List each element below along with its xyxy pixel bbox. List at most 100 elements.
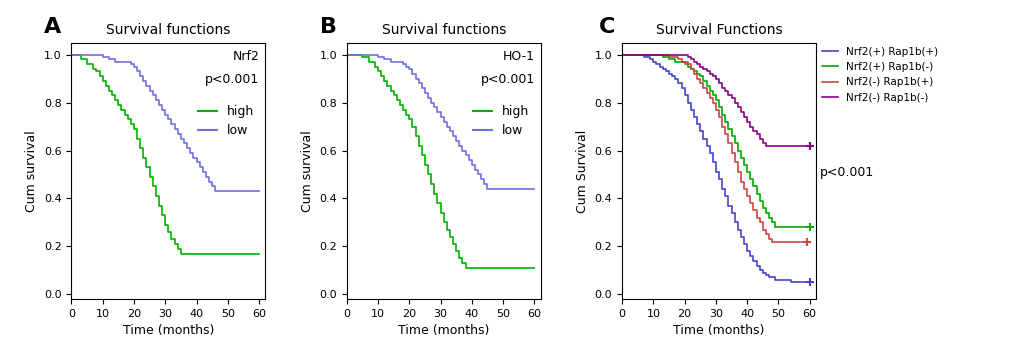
Nrf2(+) Rap1b(-) <box>734 156 746 160</box>
Nrf2(-) Rap1b(-) <box>791 143 803 148</box>
Title: Survival functions: Survival functions <box>381 23 505 37</box>
Nrf2(-) Rap1b(-) <box>744 125 756 129</box>
Nrf2(-) Rap1b(-) <box>781 143 793 148</box>
Text: Nrf2: Nrf2 <box>232 51 259 63</box>
Text: C: C <box>598 17 614 37</box>
Nrf2(-) Rap1b(-) <box>737 115 749 119</box>
Nrf2(+) Rap1b(-) <box>656 55 668 59</box>
Nrf2(-) Rap1b(-) <box>788 143 800 148</box>
Line: Nrf2(-) Rap1b(-): Nrf2(-) Rap1b(-) <box>622 55 809 146</box>
Nrf2(-) Rap1b(+) <box>662 55 675 59</box>
Nrf2(+) Rap1b(+) <box>665 74 678 78</box>
Nrf2(+) Rap1b(+) <box>803 280 815 284</box>
Nrf2(+) Rap1b(+) <box>675 86 687 90</box>
Title: Survival functions: Survival functions <box>106 23 230 37</box>
Nrf2(-) Rap1b(+) <box>777 240 790 244</box>
Nrf2(-) Rap1b(-) <box>703 72 715 76</box>
Nrf2(+) Rap1b(-) <box>777 225 790 229</box>
Nrf2(-) Rap1b(-) <box>762 143 774 148</box>
Nrf2(-) Rap1b(-) <box>797 143 809 148</box>
Nrf2(-) Rap1b(+) <box>737 187 749 191</box>
Nrf2(-) Rap1b(+) <box>744 201 756 205</box>
Nrf2(-) Rap1b(-) <box>768 143 781 148</box>
Nrf2(+) Rap1b(-) <box>712 105 725 110</box>
Nrf2(+) Rap1b(-) <box>762 215 774 220</box>
Nrf2(+) Rap1b(-) <box>718 120 731 124</box>
Nrf2(-) Rap1b(-) <box>684 57 696 62</box>
Nrf2(+) Rap1b(-) <box>756 206 768 210</box>
Nrf2(+) Rap1b(-) <box>771 225 784 229</box>
Nrf2(-) Rap1b(-) <box>794 143 806 148</box>
Nrf2(+) Rap1b(-) <box>703 89 715 93</box>
Nrf2(+) Rap1b(-) <box>753 199 765 203</box>
Nrf2(-) Rap1b(+) <box>765 240 777 244</box>
Nrf2(-) Rap1b(-) <box>631 53 643 57</box>
Nrf2(-) Rap1b(-) <box>759 143 771 148</box>
Nrf2(-) Rap1b(+) <box>756 227 768 232</box>
Line: Nrf2(+) Rap1b(-): Nrf2(+) Rap1b(-) <box>622 55 809 227</box>
Nrf2(+) Rap1b(-) <box>728 141 740 146</box>
Nrf2(-) Rap1b(-) <box>615 53 628 57</box>
Nrf2(-) Rap1b(+) <box>690 77 702 81</box>
Nrf2(-) Rap1b(+) <box>771 240 784 244</box>
Nrf2(-) Rap1b(+) <box>709 108 721 112</box>
Text: p<0.001: p<0.001 <box>480 73 534 87</box>
Nrf2(+) Rap1b(-) <box>675 60 687 64</box>
Nrf2(-) Rap1b(-) <box>731 105 743 110</box>
Nrf2(-) Rap1b(-) <box>662 53 675 57</box>
Nrf2(-) Rap1b(-) <box>803 143 815 148</box>
Legend: Nrf2(+) Rap1b(+), Nrf2(+) Rap1b(-), Nrf2(-) Rap1b(+), Nrf2(-) Rap1b(-): Nrf2(+) Rap1b(+), Nrf2(+) Rap1b(-), Nrf2… <box>817 43 942 107</box>
Line: Nrf2(+) Rap1b(+): Nrf2(+) Rap1b(+) <box>622 55 809 282</box>
Nrf2(+) Rap1b(-) <box>744 177 756 182</box>
X-axis label: Time (months): Time (months) <box>397 324 489 337</box>
Nrf2(-) Rap1b(+) <box>747 208 759 213</box>
Nrf2(+) Rap1b(-) <box>797 225 809 229</box>
Legend: high, low: high, low <box>193 100 259 142</box>
Nrf2(-) Rap1b(+) <box>753 220 765 225</box>
Nrf2(-) Rap1b(+) <box>694 81 706 85</box>
Nrf2(-) Rap1b(+) <box>675 60 687 64</box>
Nrf2(+) Rap1b(+) <box>788 280 800 284</box>
Nrf2(-) Rap1b(+) <box>718 132 731 136</box>
Nrf2(+) Rap1b(-) <box>721 127 734 131</box>
Nrf2(+) Rap1b(-) <box>700 84 712 88</box>
Nrf2(-) Rap1b(+) <box>712 115 725 119</box>
Nrf2(-) Rap1b(-) <box>706 74 718 78</box>
Nrf2(-) Rap1b(-) <box>681 55 693 59</box>
Nrf2(-) Rap1b(+) <box>728 160 740 164</box>
Nrf2(+) Rap1b(-) <box>741 170 753 174</box>
Nrf2(-) Rap1b(+) <box>731 170 743 174</box>
Nrf2(-) Rap1b(-) <box>728 100 740 105</box>
Nrf2(+) Rap1b(+) <box>784 280 796 284</box>
Nrf2(-) Rap1b(+) <box>681 62 693 67</box>
Nrf2(+) Rap1b(-) <box>694 74 706 78</box>
Nrf2(-) Rap1b(+) <box>672 57 684 62</box>
Nrf2(-) Rap1b(+) <box>631 53 643 57</box>
Nrf2(+) Rap1b(-) <box>615 53 628 57</box>
Nrf2(-) Rap1b(+) <box>697 86 709 90</box>
Nrf2(-) Rap1b(-) <box>718 89 731 93</box>
Nrf2(+) Rap1b(-) <box>750 192 762 196</box>
Nrf2(-) Rap1b(+) <box>725 151 737 155</box>
Legend: high, low: high, low <box>468 100 534 142</box>
Nrf2(+) Rap1b(-) <box>747 184 759 189</box>
Nrf2(-) Rap1b(+) <box>734 179 746 184</box>
Nrf2(-) Rap1b(+) <box>794 240 806 244</box>
Nrf2(-) Rap1b(-) <box>765 143 777 148</box>
Line: Nrf2(-) Rap1b(+): Nrf2(-) Rap1b(+) <box>622 55 806 242</box>
Nrf2(+) Rap1b(-) <box>687 69 699 74</box>
X-axis label: Time (months): Time (months) <box>122 324 214 337</box>
Nrf2(-) Rap1b(+) <box>768 240 781 244</box>
Nrf2(-) Rap1b(-) <box>721 93 734 98</box>
Nrf2(+) Rap1b(-) <box>737 163 749 167</box>
Nrf2(-) Rap1b(+) <box>797 240 809 244</box>
Nrf2(+) Rap1b(-) <box>690 72 702 76</box>
Nrf2(+) Rap1b(-) <box>715 112 728 117</box>
Nrf2(+) Rap1b(-) <box>681 64 693 69</box>
Nrf2(+) Rap1b(-) <box>662 57 675 62</box>
Nrf2(-) Rap1b(+) <box>759 232 771 236</box>
Nrf2(-) Rap1b(+) <box>781 240 793 244</box>
Nrf2(+) Rap1b(-) <box>684 67 696 71</box>
Nrf2(-) Rap1b(-) <box>777 143 790 148</box>
Nrf2(+) Rap1b(-) <box>765 220 777 225</box>
